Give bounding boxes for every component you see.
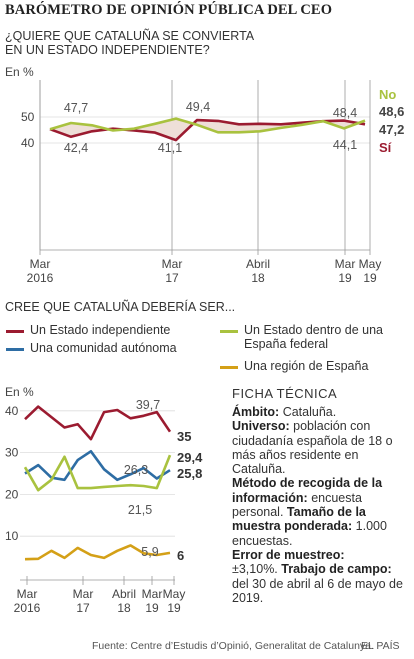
chart2-unit-label: En % xyxy=(5,385,34,399)
chart2-xtick-label: 18 xyxy=(117,601,131,615)
legend-swatch-independent xyxy=(6,330,24,333)
chart2-xtick-label: Mar xyxy=(73,587,94,601)
chart1-end-label-si: Sí xyxy=(379,140,392,155)
chart1-xtick-label: Mar xyxy=(162,257,183,271)
chart1-xtick-label: May xyxy=(359,257,382,271)
ficha-universo-text: población con ciudadanía española de 18 … xyxy=(232,419,393,477)
ficha-title: FICHA TÉCNICA xyxy=(232,386,338,401)
chart2-xtick-label: Mar xyxy=(142,587,163,601)
chart1-end-label-no: No xyxy=(379,87,396,102)
chart1-ytick-label: 40 xyxy=(21,136,35,150)
legend-label-independent: Un Estado independiente xyxy=(30,323,171,337)
chart2-xtick-label: 2016 xyxy=(14,601,41,615)
chart2-end-label: 29,4 xyxy=(177,450,203,465)
source-note: Fuente: Centre d’Estudis d’Opinió, Gener… xyxy=(92,640,374,652)
chart2-xtick-label: 19 xyxy=(145,601,159,615)
chart1-question-line2: EN UN ESTADO INDEPENDIENTE? xyxy=(5,43,210,57)
chart2-ytick-label: 40 xyxy=(5,404,19,418)
chart2-annotation: 26,3 xyxy=(124,463,148,477)
chart-main-title: BARÓMETRO DE OPINIÓN PÚBLICA DEL CEO xyxy=(5,2,333,18)
chart1-annotation: 44,1 xyxy=(333,138,357,152)
legend-swatch-autonomous xyxy=(6,348,24,351)
legend-label-autonomous: Una comunidad autónoma xyxy=(30,341,177,355)
ficha-error-label: Error de muestreo: xyxy=(232,547,345,562)
chart1-annotation: 47,7 xyxy=(64,101,88,115)
chart2-xtick-label: 19 xyxy=(167,601,181,615)
brand-name: EL PAÍS xyxy=(361,640,400,652)
chart1-annotation: 42,4 xyxy=(64,141,88,155)
chart2-ytick-label: 30 xyxy=(5,446,19,460)
legend-label-federal-line1: Un Estado dentro de una xyxy=(244,323,383,337)
chart1-question-line1: ¿QUIERE QUE CATALUÑA SE CONVIERTA xyxy=(5,29,255,43)
chart1-xtick-label: Mar xyxy=(335,257,356,271)
ficha-tamano-label: Tamaño de la muestra ponderada: xyxy=(232,505,366,534)
chart2-line-autonomous xyxy=(24,449,171,482)
ficha-tamano-text: 1.000 encuestas. xyxy=(232,519,387,548)
chart1-line-no xyxy=(49,117,366,134)
chart1-xtick-label: 19 xyxy=(363,271,377,285)
chart1-question: ¿QUIERE QUE CATALUÑA SE CONVIERTA EN UN … xyxy=(5,29,335,57)
legend-label-federal: Un Estado dentro de una España federal xyxy=(244,323,383,351)
chart2-end-label: 35 xyxy=(177,429,191,444)
chart2-ytick-label: 20 xyxy=(5,487,19,501)
ficha-body: Ámbito: Cataluña. Universo: población co… xyxy=(232,405,410,605)
chart2-xtick-label: Mar xyxy=(17,587,38,601)
chart1-xtick-label: 2016 xyxy=(27,271,54,285)
chart2-line-region xyxy=(24,544,171,561)
ficha-metodo-text: encuesta personal. xyxy=(232,490,362,520)
chart2-annotation: 5,9 xyxy=(141,545,158,559)
chart2-end-label: 6 xyxy=(177,548,184,563)
chart2-annotation: 39,7 xyxy=(136,398,160,412)
legend-swatch-federal xyxy=(220,330,238,333)
chart1-end-value-no: 48,6 xyxy=(379,104,404,119)
chart1-xtick-label: 19 xyxy=(338,271,352,285)
chart2-line-independent xyxy=(24,405,172,441)
chart2-ytick-label: 10 xyxy=(5,529,19,543)
chart1-xtick-label: Mar xyxy=(30,257,51,271)
chart2-title: CREE QUE CATALUÑA DEBERÍA SER... xyxy=(5,300,236,314)
legend-swatch-region xyxy=(220,366,238,369)
chart1-unit-label: En % xyxy=(5,65,34,79)
chart1-ytick-label: 50 xyxy=(21,110,35,124)
chart1-annotation: 49,4 xyxy=(186,100,210,114)
chart1-xtick-label: 17 xyxy=(165,271,179,285)
chart2-line-federal xyxy=(23,454,172,492)
ficha-ambito-text: Cataluña. xyxy=(282,405,337,419)
ficha-metodo-label: Método de recogida de la información: xyxy=(232,476,383,505)
chart1-xtick-label: Abril xyxy=(246,257,270,271)
chart1-annotation: 41,1 xyxy=(158,141,182,155)
chart2-xtick-label: 17 xyxy=(76,601,90,615)
legend-label-federal-line2: España federal xyxy=(244,337,329,351)
ficha-ambito-label: Ámbito: xyxy=(232,405,280,419)
chart1-end-value-si: 47,2 xyxy=(379,122,404,137)
chart1-xtick-label: 18 xyxy=(251,271,265,285)
chart2-xtick-label: May xyxy=(163,587,186,601)
ficha-universo-label: Universo: xyxy=(232,419,290,434)
chart2-xtick-label: Abril xyxy=(112,587,136,601)
ficha-error-text: ±3,10%. xyxy=(232,562,278,577)
chart2-annotation: 21,5 xyxy=(128,503,152,517)
legend-label-region: Una región de España xyxy=(244,359,369,373)
chart1-annotation: 48,4 xyxy=(333,106,357,120)
chart2-end-label: 25,8 xyxy=(177,466,202,481)
ficha-campo-text: del 30 de abril al 6 de mayo de 2019. xyxy=(232,576,403,605)
ficha-campo-label: Trabajo de campo: xyxy=(281,562,392,577)
